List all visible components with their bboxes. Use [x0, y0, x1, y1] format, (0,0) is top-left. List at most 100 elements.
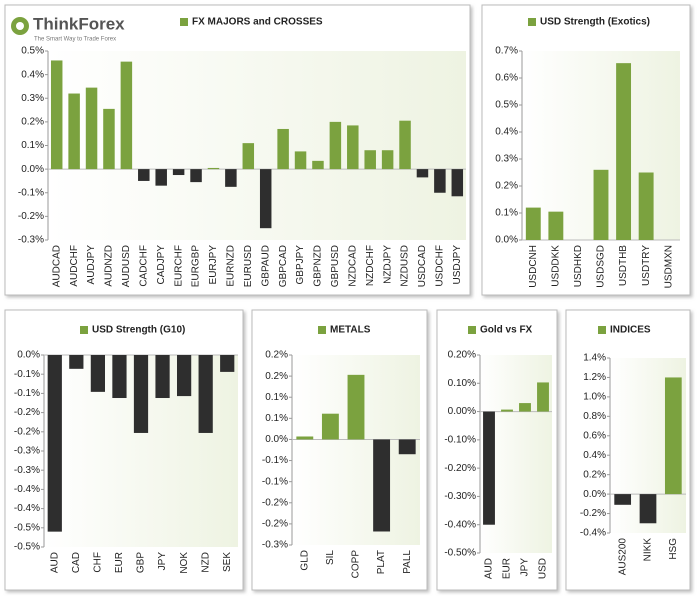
y-tick-label: 0.4% — [583, 450, 606, 461]
bar — [434, 169, 446, 193]
y-tick-label: 0.4% — [495, 127, 518, 138]
x-tick-label: NZDUSD — [400, 245, 411, 287]
bar — [138, 169, 150, 181]
bar — [103, 108, 115, 170]
x-tick-label: USDDKK — [550, 245, 561, 287]
x-tick-label: USDTRY — [641, 245, 652, 286]
bar — [664, 377, 682, 495]
y-tick-label: 0.10% — [448, 378, 476, 389]
x-tick-label: AUDJPY — [86, 245, 97, 285]
bar — [398, 439, 416, 455]
bar — [614, 494, 632, 505]
y-tick-label: 1.0% — [583, 392, 606, 403]
x-tick-label: GBP — [136, 552, 147, 573]
y-tick-label: 0.0% — [583, 489, 606, 500]
bar — [364, 150, 376, 170]
bar — [616, 63, 632, 241]
y-tick-label: 0.8% — [583, 411, 606, 422]
bar — [198, 355, 213, 433]
y-tick-label: 0.1% — [495, 208, 518, 219]
x-tick-label: EUR — [114, 552, 125, 573]
legend-label: FX MAJORS and CROSSES — [192, 17, 323, 28]
x-tick-label: GLD — [299, 550, 310, 571]
x-tick-label: EURGBP — [191, 245, 202, 288]
y-tick-label: -0.10% — [444, 434, 476, 445]
legend-swatch — [80, 326, 88, 334]
bar — [399, 120, 411, 170]
bar — [347, 374, 365, 440]
x-tick-label: COPP — [351, 550, 362, 579]
y-tick-label: -0.2% — [262, 519, 288, 530]
y-tick-label: 0.0% — [21, 164, 44, 175]
y-tick-label: -0.2% — [14, 407, 40, 418]
x-tick-label: GBPAUD — [260, 245, 271, 287]
x-tick-label: GBPNZD — [313, 245, 324, 287]
y-tick-label: 0.5% — [21, 46, 44, 57]
y-tick-label: 0.7% — [495, 46, 518, 57]
y-tick-label: 0.1% — [265, 413, 288, 424]
legend-label: INDICES — [610, 325, 651, 336]
y-tick-label: -0.3% — [262, 540, 288, 551]
y-tick-label: 0.5% — [495, 100, 518, 111]
bar — [50, 60, 63, 170]
y-tick-label: 0.6% — [495, 73, 518, 84]
logo-icon-inner — [16, 22, 24, 30]
y-tick-label: 0.1% — [21, 140, 44, 151]
y-tick-label: -0.4% — [580, 528, 606, 539]
bar — [47, 355, 62, 532]
x-tick-label: USDSGD — [596, 245, 607, 288]
y-tick-label: -0.4% — [14, 484, 40, 495]
y-tick-label: 0.20% — [448, 350, 476, 361]
bar — [638, 172, 654, 240]
bar — [639, 494, 657, 524]
x-tick-label: NZDCHF — [365, 245, 376, 286]
y-tick-label: 0.3% — [495, 154, 518, 165]
x-tick-label: HSG — [668, 538, 679, 560]
x-tick-label: AUD — [49, 552, 60, 573]
bar — [225, 169, 237, 187]
y-tick-label: -0.1% — [14, 388, 40, 399]
x-tick-label: JPY — [157, 552, 168, 571]
bar — [259, 169, 272, 229]
bar — [172, 169, 185, 176]
x-tick-label: CADCHF — [138, 245, 149, 287]
x-tick-label: CAD — [71, 552, 82, 573]
bar — [593, 169, 609, 240]
bar — [176, 355, 192, 397]
x-tick-label: PALL — [402, 550, 413, 574]
y-tick-label: 0.2% — [495, 181, 518, 192]
legend-label: Gold vs FX — [480, 325, 533, 336]
y-tick-label: 1.2% — [583, 372, 606, 383]
bar — [381, 150, 394, 170]
y-tick-label: -0.4% — [14, 503, 40, 514]
bar — [501, 409, 513, 412]
y-tick-label: -0.2% — [14, 426, 40, 437]
legend-label: USD Strength (Exotics) — [540, 17, 650, 28]
x-tick-label: AUD — [484, 558, 495, 579]
y-tick-label: -0.1% — [14, 369, 40, 380]
legend-swatch — [598, 326, 606, 334]
y-tick-label: -0.1% — [262, 476, 288, 487]
x-tick-label: GBPJPY — [295, 245, 306, 285]
bar — [294, 151, 307, 170]
y-tick-label: -0.40% — [444, 519, 476, 530]
x-tick-label: USDJPY — [452, 245, 463, 285]
bar — [312, 160, 324, 170]
y-tick-label: -0.5% — [14, 542, 40, 553]
y-tick-label: 0.2% — [265, 371, 288, 382]
y-tick-label: -0.20% — [444, 463, 476, 474]
y-tick-label: -0.3% — [14, 446, 40, 457]
bar — [347, 125, 359, 170]
y-tick-label: 0.2% — [21, 117, 44, 128]
x-tick-label: NZDCAD — [347, 245, 358, 287]
x-tick-label: EURUSD — [243, 245, 254, 287]
x-tick-label: NOK — [179, 552, 190, 574]
y-tick-label: -0.3% — [14, 465, 40, 476]
bar — [133, 355, 149, 433]
bar — [525, 207, 541, 240]
bar — [329, 121, 342, 170]
bar — [120, 61, 133, 170]
bar — [155, 169, 167, 186]
y-tick-label: 0.2% — [265, 350, 288, 361]
bar — [190, 169, 202, 183]
